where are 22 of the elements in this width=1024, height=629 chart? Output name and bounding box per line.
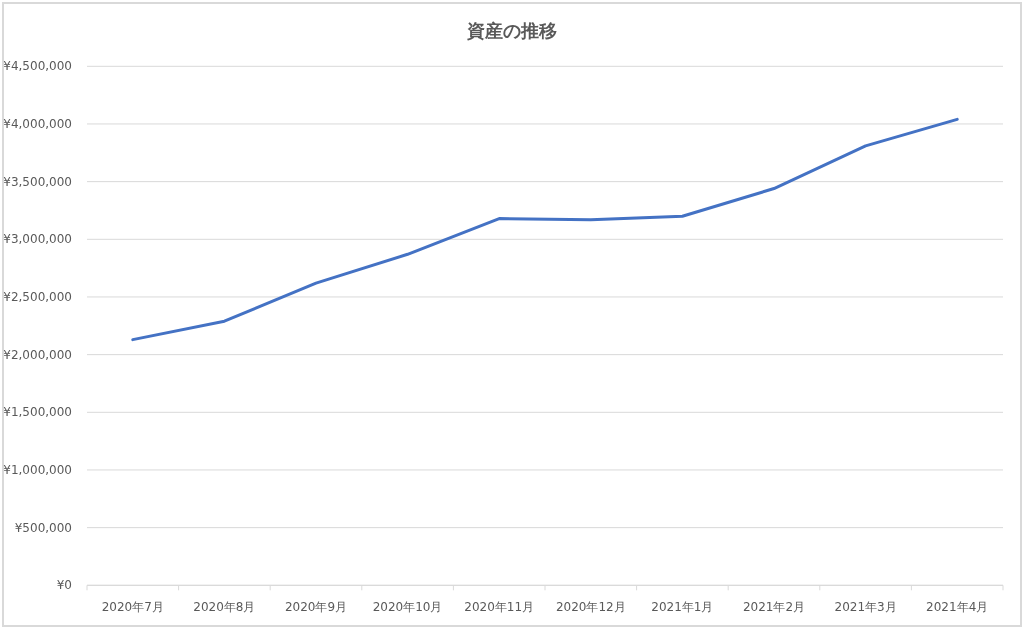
x-tick-label: 2021年3月 [834, 600, 897, 614]
y-tick-label: ¥500,000 [14, 520, 72, 535]
y-tick-label: ¥4,500,000 [3, 59, 72, 74]
x-tick-label: 2020年7月 [101, 600, 164, 614]
y-tick-label: ¥0 [56, 578, 72, 593]
y-tick-label: ¥2,000,000 [3, 347, 72, 362]
x-tick-label: 2021年4月 [926, 600, 989, 614]
y-tick-label: ¥1,000,000 [3, 462, 72, 477]
x-tick-label: 2021年1月 [651, 600, 714, 614]
x-tick-label: 2020年9月 [284, 600, 348, 614]
y-tick-label: ¥4,000,000 [3, 116, 72, 131]
y-tick-label: ¥3,000,000 [3, 232, 72, 247]
x-tick-label: 2021年2月 [742, 600, 806, 614]
y-tick-label: ¥2,500,000 [3, 289, 72, 304]
x-tick-label: 2020年12月 [555, 600, 626, 614]
x-tick-label: 2020年11月 [464, 600, 535, 614]
y-tick-label: ¥1,500,000 [3, 405, 72, 420]
y-tick-label: ¥3,500,000 [3, 174, 72, 189]
x-tick-label: 2020年10月 [372, 600, 443, 614]
line-series [131, 117, 959, 342]
x-tick-label: 2020年8月 [193, 600, 256, 614]
chart-title: 資産の推移 [466, 20, 557, 41]
